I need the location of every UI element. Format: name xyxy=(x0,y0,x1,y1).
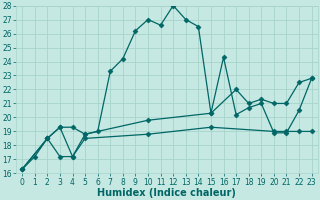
X-axis label: Humidex (Indice chaleur): Humidex (Indice chaleur) xyxy=(98,188,236,198)
